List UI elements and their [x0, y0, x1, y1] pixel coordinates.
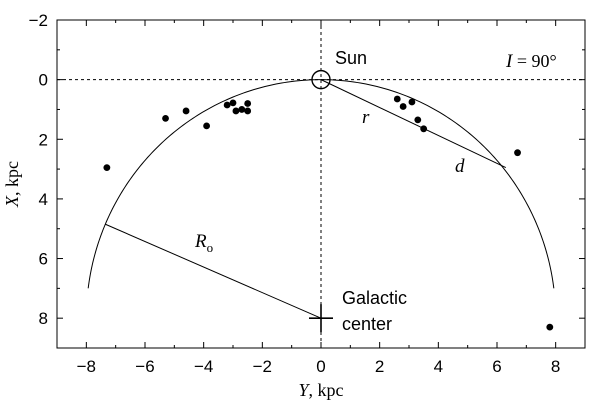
y-axis-title: X, kpc	[2, 161, 22, 208]
data-point	[546, 323, 554, 331]
longitude-label: I = 90°	[505, 51, 557, 72]
data-point	[103, 164, 111, 172]
galactic-center-label-line1: Galactic	[342, 288, 407, 308]
galactic-center-label-line2: center	[342, 314, 392, 334]
distance-line	[320, 79, 507, 169]
x-tick-label: 6	[492, 357, 501, 376]
radius-line	[105, 223, 322, 319]
x-axis-title: Y, kpc	[298, 380, 343, 400]
y-tick-label: 6	[39, 250, 48, 269]
data-point	[414, 116, 422, 124]
y-tick-label: 0	[39, 71, 48, 90]
data-point	[229, 99, 237, 107]
r-label: r	[362, 107, 370, 128]
data-point	[203, 122, 211, 130]
axis-ticks	[56, 19, 586, 349]
data-point	[393, 95, 401, 103]
x-tick-label: −4	[194, 357, 213, 376]
data-point	[182, 107, 190, 115]
data-point	[514, 149, 521, 157]
ro-sub: o	[207, 240, 214, 255]
data-point	[162, 115, 169, 122]
tick-labels: −8 −6 −4 −2 0 2 4 6 8 −2 0 2 4 6 8	[29, 11, 561, 376]
longitude-var: I	[505, 51, 514, 72]
x-axis-var: Y	[298, 380, 310, 400]
y-tick-label: −2	[29, 11, 48, 30]
x-tick-label: −6	[135, 357, 154, 376]
sun-label: Sun	[335, 48, 367, 68]
x-tick-label: −8	[77, 357, 96, 376]
x-tick-label: 2	[375, 357, 384, 376]
d-label: d	[455, 156, 465, 177]
data-point	[399, 103, 407, 110]
data-point	[408, 98, 416, 106]
data-point	[244, 107, 252, 115]
y-tick-label: 2	[39, 130, 48, 149]
data-point	[238, 106, 246, 113]
x-tick-label: 4	[434, 357, 443, 376]
data-point	[420, 125, 428, 133]
geometry-lines	[105, 69, 507, 333]
data-points	[103, 95, 554, 331]
longitude-value: = 90°	[512, 51, 556, 71]
sun-marker	[311, 69, 331, 90]
y-tick-label: 8	[39, 309, 48, 328]
data-point	[244, 100, 252, 107]
x-axis-unit: , kpc	[309, 380, 344, 400]
y-axis-var: X	[2, 195, 22, 208]
ro-label: Ro	[194, 231, 213, 255]
data-point	[232, 107, 240, 115]
x-tick-label: 0	[316, 357, 325, 376]
ro-main: R	[194, 231, 207, 252]
data-point	[223, 101, 231, 109]
x-tick-label: 8	[551, 357, 560, 376]
y-tick-label: 4	[39, 190, 48, 209]
y-axis-unit: , kpc	[2, 161, 22, 196]
x-tick-label: −2	[253, 357, 272, 376]
